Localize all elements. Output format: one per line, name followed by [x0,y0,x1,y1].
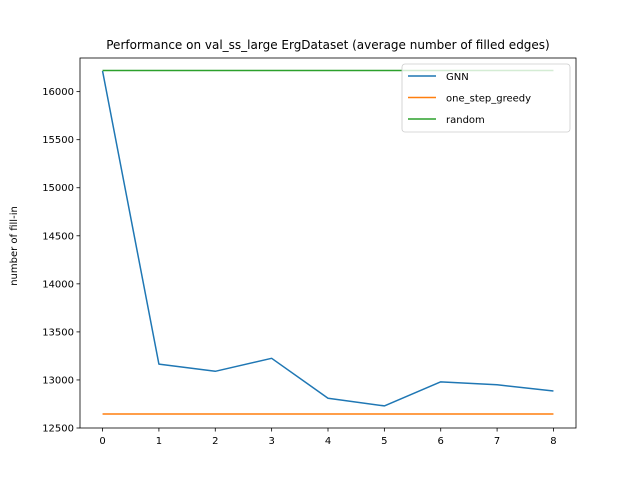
y-axis-ticks: 12500 13000 13500 14000 14500 15000 15500 16000 [42,87,80,435]
series-GNN [101,70,554,407]
y-axis-title: number of fill-in [9,206,20,286]
y-tick-label: 12500 [42,424,74,435]
y-tick-label: 14000 [42,279,74,290]
y-tick-label: 13500 [42,327,74,338]
legend-item: one_step_greedy [408,94,531,105]
x-tick-label: 8 [550,436,556,447]
x-tick-label: 3 [268,436,274,447]
legend-item: GNN [408,72,469,83]
x-tick-label: 6 [438,436,444,447]
legend-item: random [408,115,485,126]
y-tick-label: 14500 [42,231,74,242]
x-tick-label: 0 [99,436,105,447]
y-tick-label: 16000 [42,87,74,98]
x-tick-label: 7 [494,436,500,447]
legend-label: one_step_greedy [446,94,531,105]
plot-frame [79,57,577,429]
y-tick-label: 13000 [42,375,74,386]
x-axis-ticks: 0 1 2 3 4 5 6 7 8 [99,428,557,447]
legend-label: random [446,115,485,126]
x-tick-label: 2 [212,436,218,447]
y-tick-label: 15500 [42,135,74,146]
chart-title: Performance on val_ss_large ErgDataset (… [106,38,550,52]
x-tick-label: 5 [381,436,387,447]
x-tick-label: 1 [156,436,162,447]
x-tick-label: 4 [325,436,331,447]
legend-label: GNN [446,72,469,83]
legend-box [401,63,571,133]
y-tick-label: 15000 [42,183,74,194]
